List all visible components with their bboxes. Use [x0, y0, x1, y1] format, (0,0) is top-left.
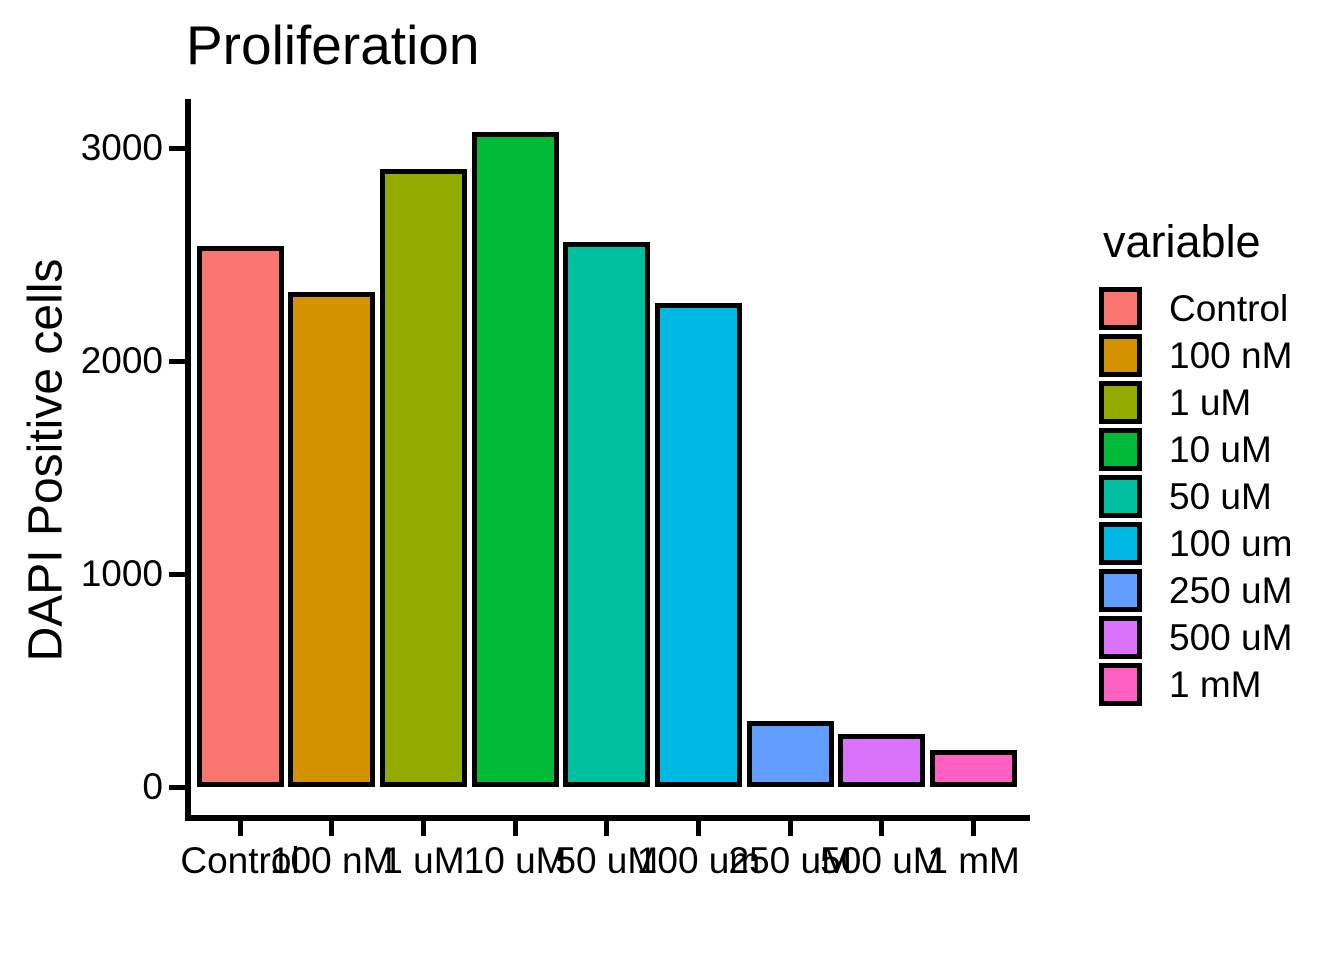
legend-label: 500 uM: [1169, 616, 1293, 658]
legend-label: 100 nM: [1169, 334, 1293, 376]
legend-swatch: [1099, 522, 1142, 565]
y-axis-line: [185, 99, 191, 821]
x-tick-mark: [879, 821, 885, 836]
bar-500-um: [838, 733, 926, 787]
legend-swatch: [1099, 381, 1142, 424]
bar-100-nm: [288, 291, 376, 787]
y-tick-label: 1000: [80, 553, 163, 594]
legend-item-100-um: 100 um: [1099, 522, 1344, 565]
x-tick-mark: [604, 821, 610, 836]
legend-label: 250 uM: [1169, 569, 1293, 611]
y-tick-mark: [169, 358, 185, 364]
legend-label: 1 mM: [1169, 663, 1262, 705]
x-tick-label: 50 uM: [555, 840, 659, 881]
legend-swatch: [1099, 287, 1142, 330]
legend-item-10-um: 10 uM: [1099, 428, 1344, 471]
x-tick-label: Control: [180, 840, 300, 881]
legend-item-500-um: 500 uM: [1099, 616, 1344, 659]
y-tick-label: 3000: [80, 127, 163, 168]
x-tick-label: 1 uM: [382, 840, 465, 881]
bar-1-um: [379, 169, 467, 787]
y-tick-mark: [169, 571, 185, 577]
bar-10-um: [471, 132, 559, 787]
x-tick-mark: [787, 821, 793, 836]
legend: variable Control 100 nM 1 uM 10 uM 50 uM 100 …: [1099, 218, 1344, 710]
bar-1-mm: [930, 749, 1018, 787]
legend-items: Control 100 nM 1 uM 10 uM 50 uM 100 um 250 uM 5…: [1099, 287, 1344, 710]
x-tick-mark: [696, 821, 701, 836]
bar-control: [196, 245, 284, 787]
legend-item-100-nm: 100 nM: [1099, 334, 1344, 377]
x-tick-mark: [237, 821, 243, 836]
legend-swatch: [1099, 475, 1142, 518]
legend-title: variable: [1103, 216, 1261, 267]
y-axis-title: DAPI Positive cells: [19, 258, 73, 662]
legend-item-1-mm: 1 mM: [1099, 663, 1344, 706]
legend-swatch: [1099, 616, 1142, 659]
x-tick-label: 100 um: [636, 840, 761, 881]
legend-item-50-um: 50 uM: [1099, 475, 1344, 518]
legend-item-control: Control: [1099, 287, 1344, 330]
chart-title: Proliferation: [186, 14, 480, 76]
x-tick-label: 500 uM: [820, 840, 944, 881]
bar-50-um: [563, 241, 651, 787]
bar-250-um: [746, 720, 834, 787]
x-tick-label: 1 mM: [927, 840, 1020, 881]
x-tick-label: 10 uM: [463, 840, 567, 881]
legend-item-250-um: 250 uM: [1099, 569, 1344, 612]
legend-label: 100 um: [1169, 522, 1293, 564]
legend-swatch: [1099, 334, 1142, 377]
x-tick-mark: [971, 821, 977, 836]
y-tick-label: 2000: [80, 340, 163, 381]
x-axis-line: [185, 815, 1030, 821]
y-tick-mark: [169, 784, 185, 790]
x-tick-mark: [420, 821, 426, 836]
x-tick-label: 250 uM: [728, 840, 852, 881]
bar-100-um: [655, 303, 742, 787]
legend-label: Control: [1169, 287, 1289, 329]
legend-swatch: [1099, 428, 1142, 471]
legend-swatch: [1099, 569, 1142, 612]
x-tick-label: 100 nM: [269, 840, 394, 881]
legend-swatch: [1099, 663, 1142, 706]
y-tick-mark: [169, 145, 185, 151]
legend-label: 1 uM: [1169, 381, 1252, 423]
legend-item-1-um: 1 uM: [1099, 381, 1344, 424]
x-tick-mark: [512, 821, 518, 836]
legend-label: 10 uM: [1169, 428, 1272, 470]
legend-label: 50 uM: [1169, 475, 1272, 517]
x-tick-mark: [329, 821, 335, 836]
y-tick-label: 0: [142, 766, 163, 807]
